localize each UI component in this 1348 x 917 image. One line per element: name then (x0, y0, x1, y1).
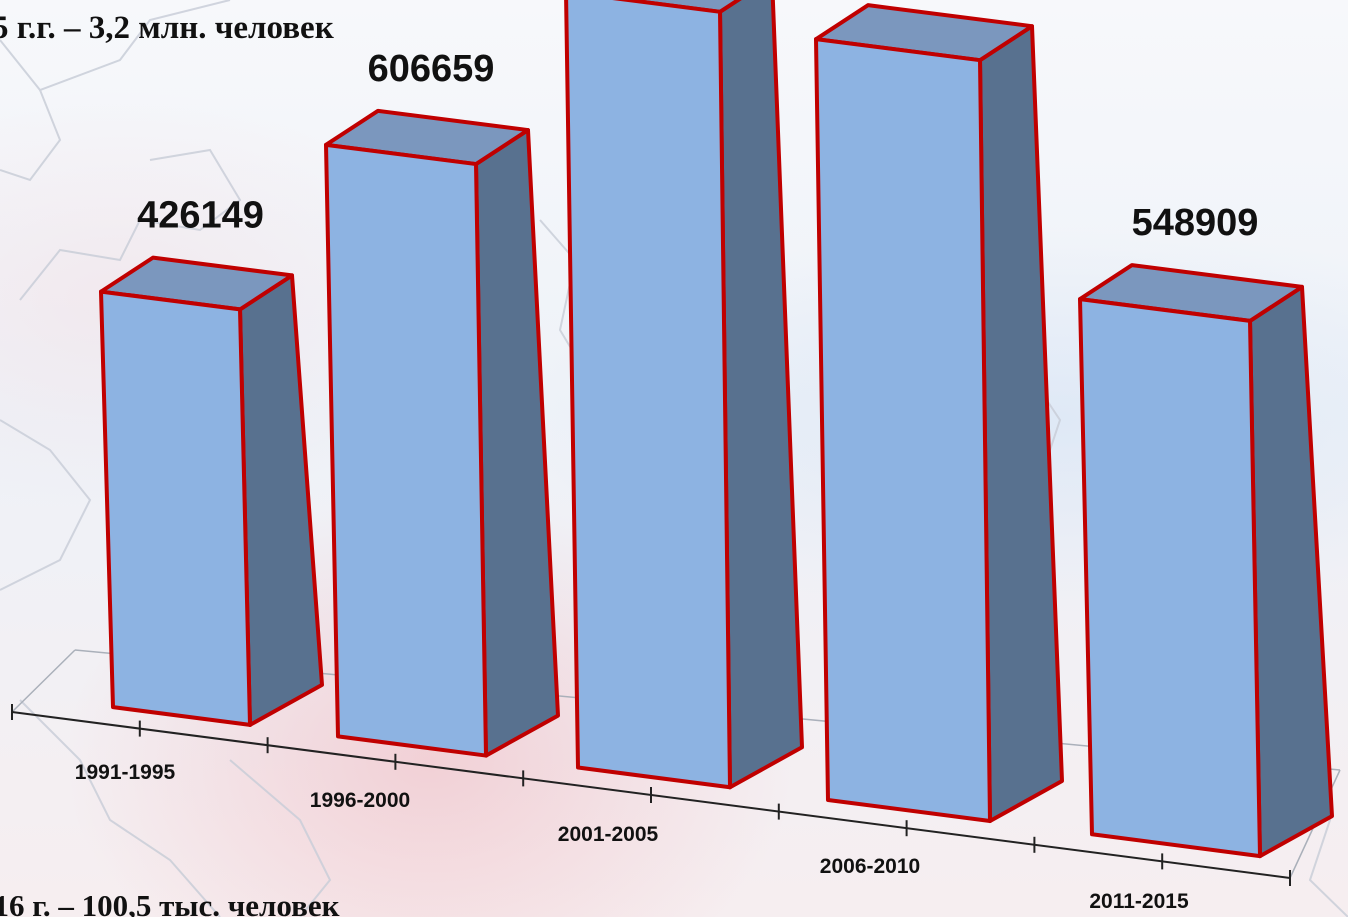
bar-front-face (1078, 297, 1262, 859)
bar-front-face (324, 142, 488, 758)
bar-front-face (814, 37, 992, 824)
data-label: 426149 (137, 195, 264, 237)
category-label: 1996-2000 (310, 789, 410, 812)
bars (99, 0, 1334, 859)
bar-2011-2015 (1078, 263, 1334, 859)
bar-front-face (99, 289, 252, 727)
labels: 4261491991-19956066591996-20007953442001… (75, 48, 1259, 913)
bar-side-face (1248, 284, 1334, 859)
bar-1991-1995 (99, 255, 324, 727)
bar-2006-2010 (814, 3, 1064, 824)
category-label: 2011-2015 (1089, 890, 1189, 913)
category-label: 1991-1995 (75, 761, 176, 784)
bar-front-face (564, 0, 732, 790)
summary-note-top: 5 г.г. – 3,2 млн. человек (0, 10, 334, 46)
bar-side-face (238, 273, 324, 727)
bar-side-face (474, 128, 560, 758)
category-label: 2006-2010 (820, 855, 920, 878)
floor-left-edge (11, 649, 76, 713)
bar-1996-2000 (324, 108, 560, 758)
bar-side-face (718, 0, 804, 790)
summary-note-bottom: 016 г. – 100,5 тыс. человек (0, 888, 340, 917)
data-label: 548909 (1132, 202, 1259, 244)
bar-side-face (978, 24, 1064, 824)
data-label: 606659 (368, 48, 495, 90)
bar-2001-2005 (564, 0, 804, 790)
category-label: 2001-2005 (558, 823, 659, 846)
